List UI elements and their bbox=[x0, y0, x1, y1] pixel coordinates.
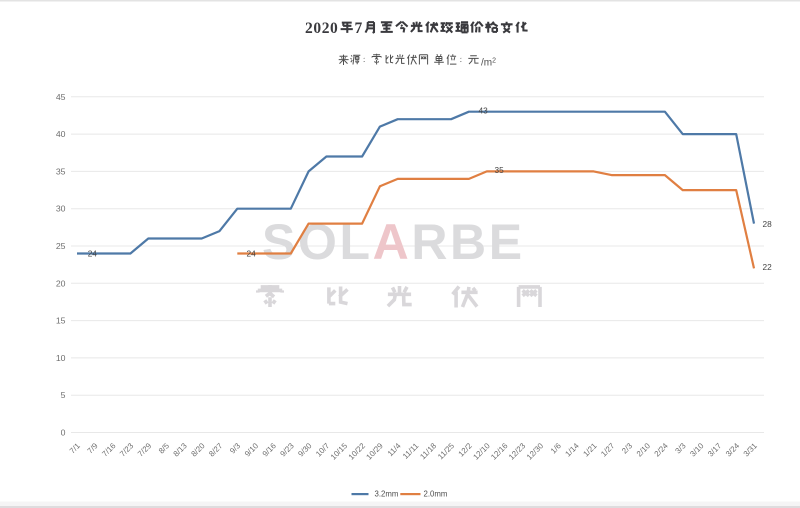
svg-text:8/20: 8/20 bbox=[189, 441, 207, 459]
svg-text:2/10: 2/10 bbox=[635, 441, 653, 459]
svg-text:8/27: 8/27 bbox=[207, 441, 224, 458]
svg-text:9/30: 9/30 bbox=[296, 441, 314, 459]
svg-text:40: 40 bbox=[56, 129, 66, 139]
svg-text:10/29: 10/29 bbox=[364, 441, 385, 462]
svg-text:9/10: 9/10 bbox=[243, 441, 261, 459]
svg-text:/m2: /m2 bbox=[481, 57, 496, 68]
svg-text:10/15: 10/15 bbox=[329, 441, 350, 462]
svg-text:3/24: 3/24 bbox=[724, 441, 742, 459]
svg-text:1/6: 1/6 bbox=[549, 441, 564, 456]
svg-text:7/1: 7/1 bbox=[68, 441, 82, 455]
svg-text:1/14: 1/14 bbox=[563, 441, 581, 459]
svg-text:43: 43 bbox=[479, 106, 489, 116]
svg-text:9/23: 9/23 bbox=[278, 441, 296, 459]
svg-text:11/11: 11/11 bbox=[401, 441, 421, 461]
svg-text:24: 24 bbox=[88, 249, 98, 259]
svg-text:20: 20 bbox=[56, 278, 66, 288]
svg-text:25: 25 bbox=[56, 241, 66, 251]
svg-text:2.0mm: 2.0mm bbox=[424, 490, 448, 499]
svg-text:30: 30 bbox=[56, 204, 66, 214]
svg-text:11/18: 11/18 bbox=[418, 441, 438, 461]
svg-text:2/24: 2/24 bbox=[653, 441, 671, 459]
svg-text:3/17: 3/17 bbox=[706, 441, 723, 458]
svg-text:11/4: 11/4 bbox=[386, 441, 403, 458]
svg-text:12/10: 12/10 bbox=[471, 441, 492, 462]
svg-text:10: 10 bbox=[56, 353, 66, 363]
svg-text:7/16: 7/16 bbox=[100, 441, 118, 459]
svg-text:8/13: 8/13 bbox=[172, 441, 190, 459]
svg-text:2/3: 2/3 bbox=[620, 441, 635, 456]
svg-text:9/16: 9/16 bbox=[261, 441, 279, 459]
svg-text:15: 15 bbox=[56, 316, 66, 326]
svg-text:22: 22 bbox=[763, 262, 773, 272]
svg-text:7/23: 7/23 bbox=[118, 441, 136, 459]
svg-text:3.2mm: 3.2mm bbox=[375, 490, 399, 499]
svg-text:7: 7 bbox=[355, 20, 363, 37]
svg-text:7/29: 7/29 bbox=[136, 441, 154, 459]
svg-text:10/22: 10/22 bbox=[347, 441, 367, 461]
svg-text:45: 45 bbox=[56, 92, 66, 102]
svg-text:28: 28 bbox=[763, 219, 773, 229]
svg-text:11/25: 11/25 bbox=[436, 441, 456, 461]
svg-text:12/16: 12/16 bbox=[489, 441, 510, 462]
svg-text:7/9: 7/9 bbox=[86, 441, 101, 456]
svg-text:12/23: 12/23 bbox=[507, 441, 528, 462]
svg-text:3/3: 3/3 bbox=[673, 441, 688, 456]
svg-text:8/5: 8/5 bbox=[157, 441, 172, 456]
svg-text:35: 35 bbox=[56, 166, 66, 176]
svg-text:SOLARBE: SOLARBE bbox=[262, 214, 525, 270]
svg-text:12/30: 12/30 bbox=[525, 441, 546, 462]
svg-text:5: 5 bbox=[61, 390, 66, 400]
svg-text:1/21: 1/21 bbox=[581, 441, 598, 458]
svg-text:3/31: 3/31 bbox=[742, 441, 759, 458]
svg-text:35: 35 bbox=[495, 165, 505, 175]
svg-text:1/27: 1/27 bbox=[599, 441, 616, 458]
svg-text:2020: 2020 bbox=[305, 20, 338, 37]
svg-text:9/3: 9/3 bbox=[228, 441, 243, 456]
svg-text:3/10: 3/10 bbox=[688, 441, 706, 459]
svg-text:0: 0 bbox=[61, 428, 66, 438]
svg-text:24: 24 bbox=[247, 248, 257, 258]
